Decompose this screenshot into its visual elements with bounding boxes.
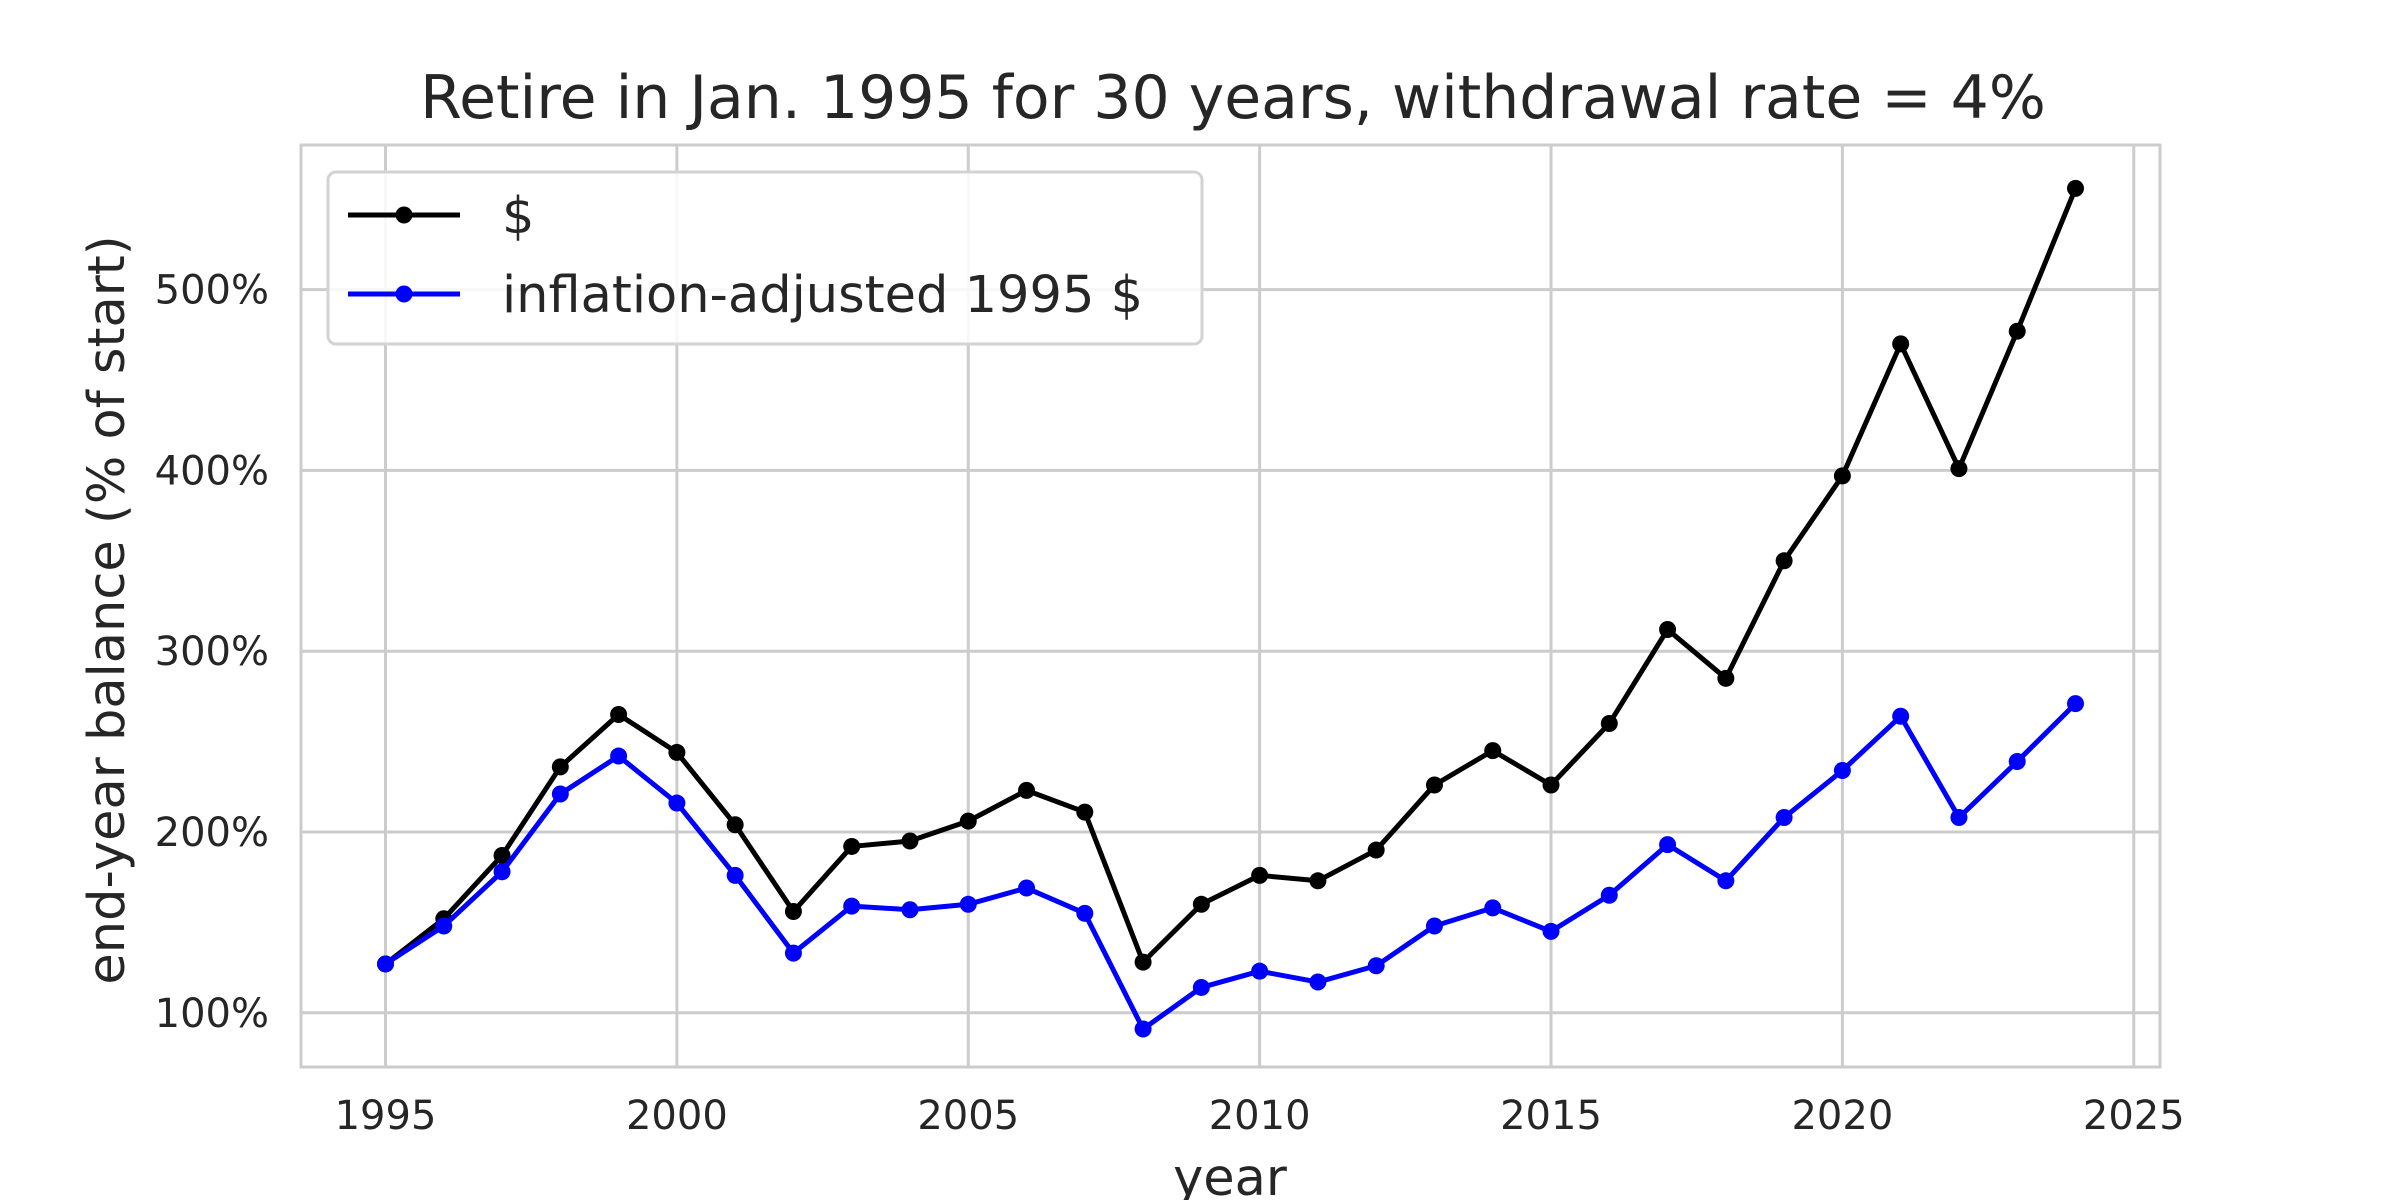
legend-label: inflation-adjusted 1995 $ xyxy=(502,266,1143,325)
data-point xyxy=(2008,752,2026,770)
x-tick-label: 2015 xyxy=(1500,1093,1602,1139)
data-point xyxy=(1484,899,1502,917)
x-tick-label: 2020 xyxy=(1791,1093,1893,1139)
data-point xyxy=(1192,895,1210,913)
data-point xyxy=(1367,957,1385,975)
x-axis-label: year xyxy=(1173,1149,1287,1200)
data-point xyxy=(1600,715,1618,733)
data-point xyxy=(551,785,569,803)
data-point xyxy=(1425,776,1443,794)
data-point xyxy=(493,863,511,881)
data-point xyxy=(784,944,802,962)
data-point xyxy=(610,747,628,765)
data-point xyxy=(1892,707,1910,725)
data-point xyxy=(435,917,453,935)
y-axis-ticks: 100% 200% 300% 400% 500% xyxy=(155,268,269,1037)
data-point xyxy=(1775,809,1793,827)
data-point xyxy=(726,816,744,834)
data-point xyxy=(1775,552,1793,570)
data-point xyxy=(901,901,919,919)
legend-swatch-marker xyxy=(395,206,413,224)
data-point xyxy=(1659,621,1677,639)
plot-frame xyxy=(299,143,2162,1069)
data-point xyxy=(726,866,744,884)
data-point xyxy=(1018,781,1036,799)
y-tick-label: 200% xyxy=(155,810,269,856)
data-point xyxy=(1134,953,1152,971)
series-line-1 xyxy=(384,701,2078,1032)
data-point xyxy=(1659,836,1677,854)
data-point xyxy=(843,837,861,855)
x-axis-ticks: 1995 2000 2005 2010 2015 2020 2025 xyxy=(335,1093,2185,1139)
series-layer xyxy=(377,179,2084,1038)
legend-label: $ xyxy=(502,187,534,246)
data-point xyxy=(1950,460,1968,478)
x-tick-label: 2010 xyxy=(1209,1093,1311,1139)
data-point xyxy=(2067,179,2084,197)
data-point xyxy=(1367,841,1385,859)
data-point xyxy=(1717,669,1735,687)
data-point xyxy=(1484,742,1502,760)
data-point xyxy=(493,846,511,864)
data-point xyxy=(1309,872,1327,890)
legend-box xyxy=(326,170,1204,346)
data-point xyxy=(668,794,686,812)
y-axis-label: end-year balance (% of start) xyxy=(78,235,137,984)
data-point xyxy=(551,758,569,776)
series-line-0 xyxy=(383,187,2078,966)
data-point xyxy=(2008,322,2026,340)
data-point xyxy=(377,955,394,973)
data-point xyxy=(1600,886,1618,904)
data-point xyxy=(843,897,861,915)
data-point xyxy=(1192,978,1210,996)
data-point xyxy=(1134,1020,1152,1038)
x-tick-label: 2000 xyxy=(626,1093,728,1139)
data-point xyxy=(668,743,686,761)
data-point xyxy=(1309,973,1327,991)
legend-swatch-marker xyxy=(395,285,413,303)
y-tick-label: 300% xyxy=(155,629,269,675)
data-point xyxy=(1892,335,1910,353)
data-point xyxy=(1717,872,1735,890)
y-tick-label: 400% xyxy=(155,448,269,494)
data-point xyxy=(1251,962,1269,980)
x-tick-label: 2025 xyxy=(2083,1093,2185,1139)
data-point xyxy=(784,903,802,921)
data-point xyxy=(959,812,977,830)
data-point xyxy=(1542,776,1560,794)
data-point xyxy=(1425,917,1443,935)
y-tick-label: 500% xyxy=(155,268,269,314)
data-point xyxy=(1833,762,1851,780)
data-point xyxy=(1076,904,1094,922)
data-point xyxy=(1251,866,1269,884)
legend: $ inflation-adjusted 1995 $ xyxy=(326,170,1204,346)
data-point xyxy=(2067,695,2084,713)
data-point xyxy=(901,832,919,850)
data-point xyxy=(1950,809,1968,827)
x-tick-label: 2005 xyxy=(917,1093,1019,1139)
data-point xyxy=(1018,879,1036,897)
data-point xyxy=(1076,803,1094,821)
data-point xyxy=(610,705,628,723)
data-point xyxy=(959,895,977,913)
data-point xyxy=(1542,922,1560,940)
chart-title: Retire in Jan. 1995 for 30 years, withdr… xyxy=(420,63,2046,133)
data-point xyxy=(1833,467,1851,485)
x-tick-label: 1995 xyxy=(335,1093,437,1139)
y-tick-label: 100% xyxy=(155,991,269,1037)
